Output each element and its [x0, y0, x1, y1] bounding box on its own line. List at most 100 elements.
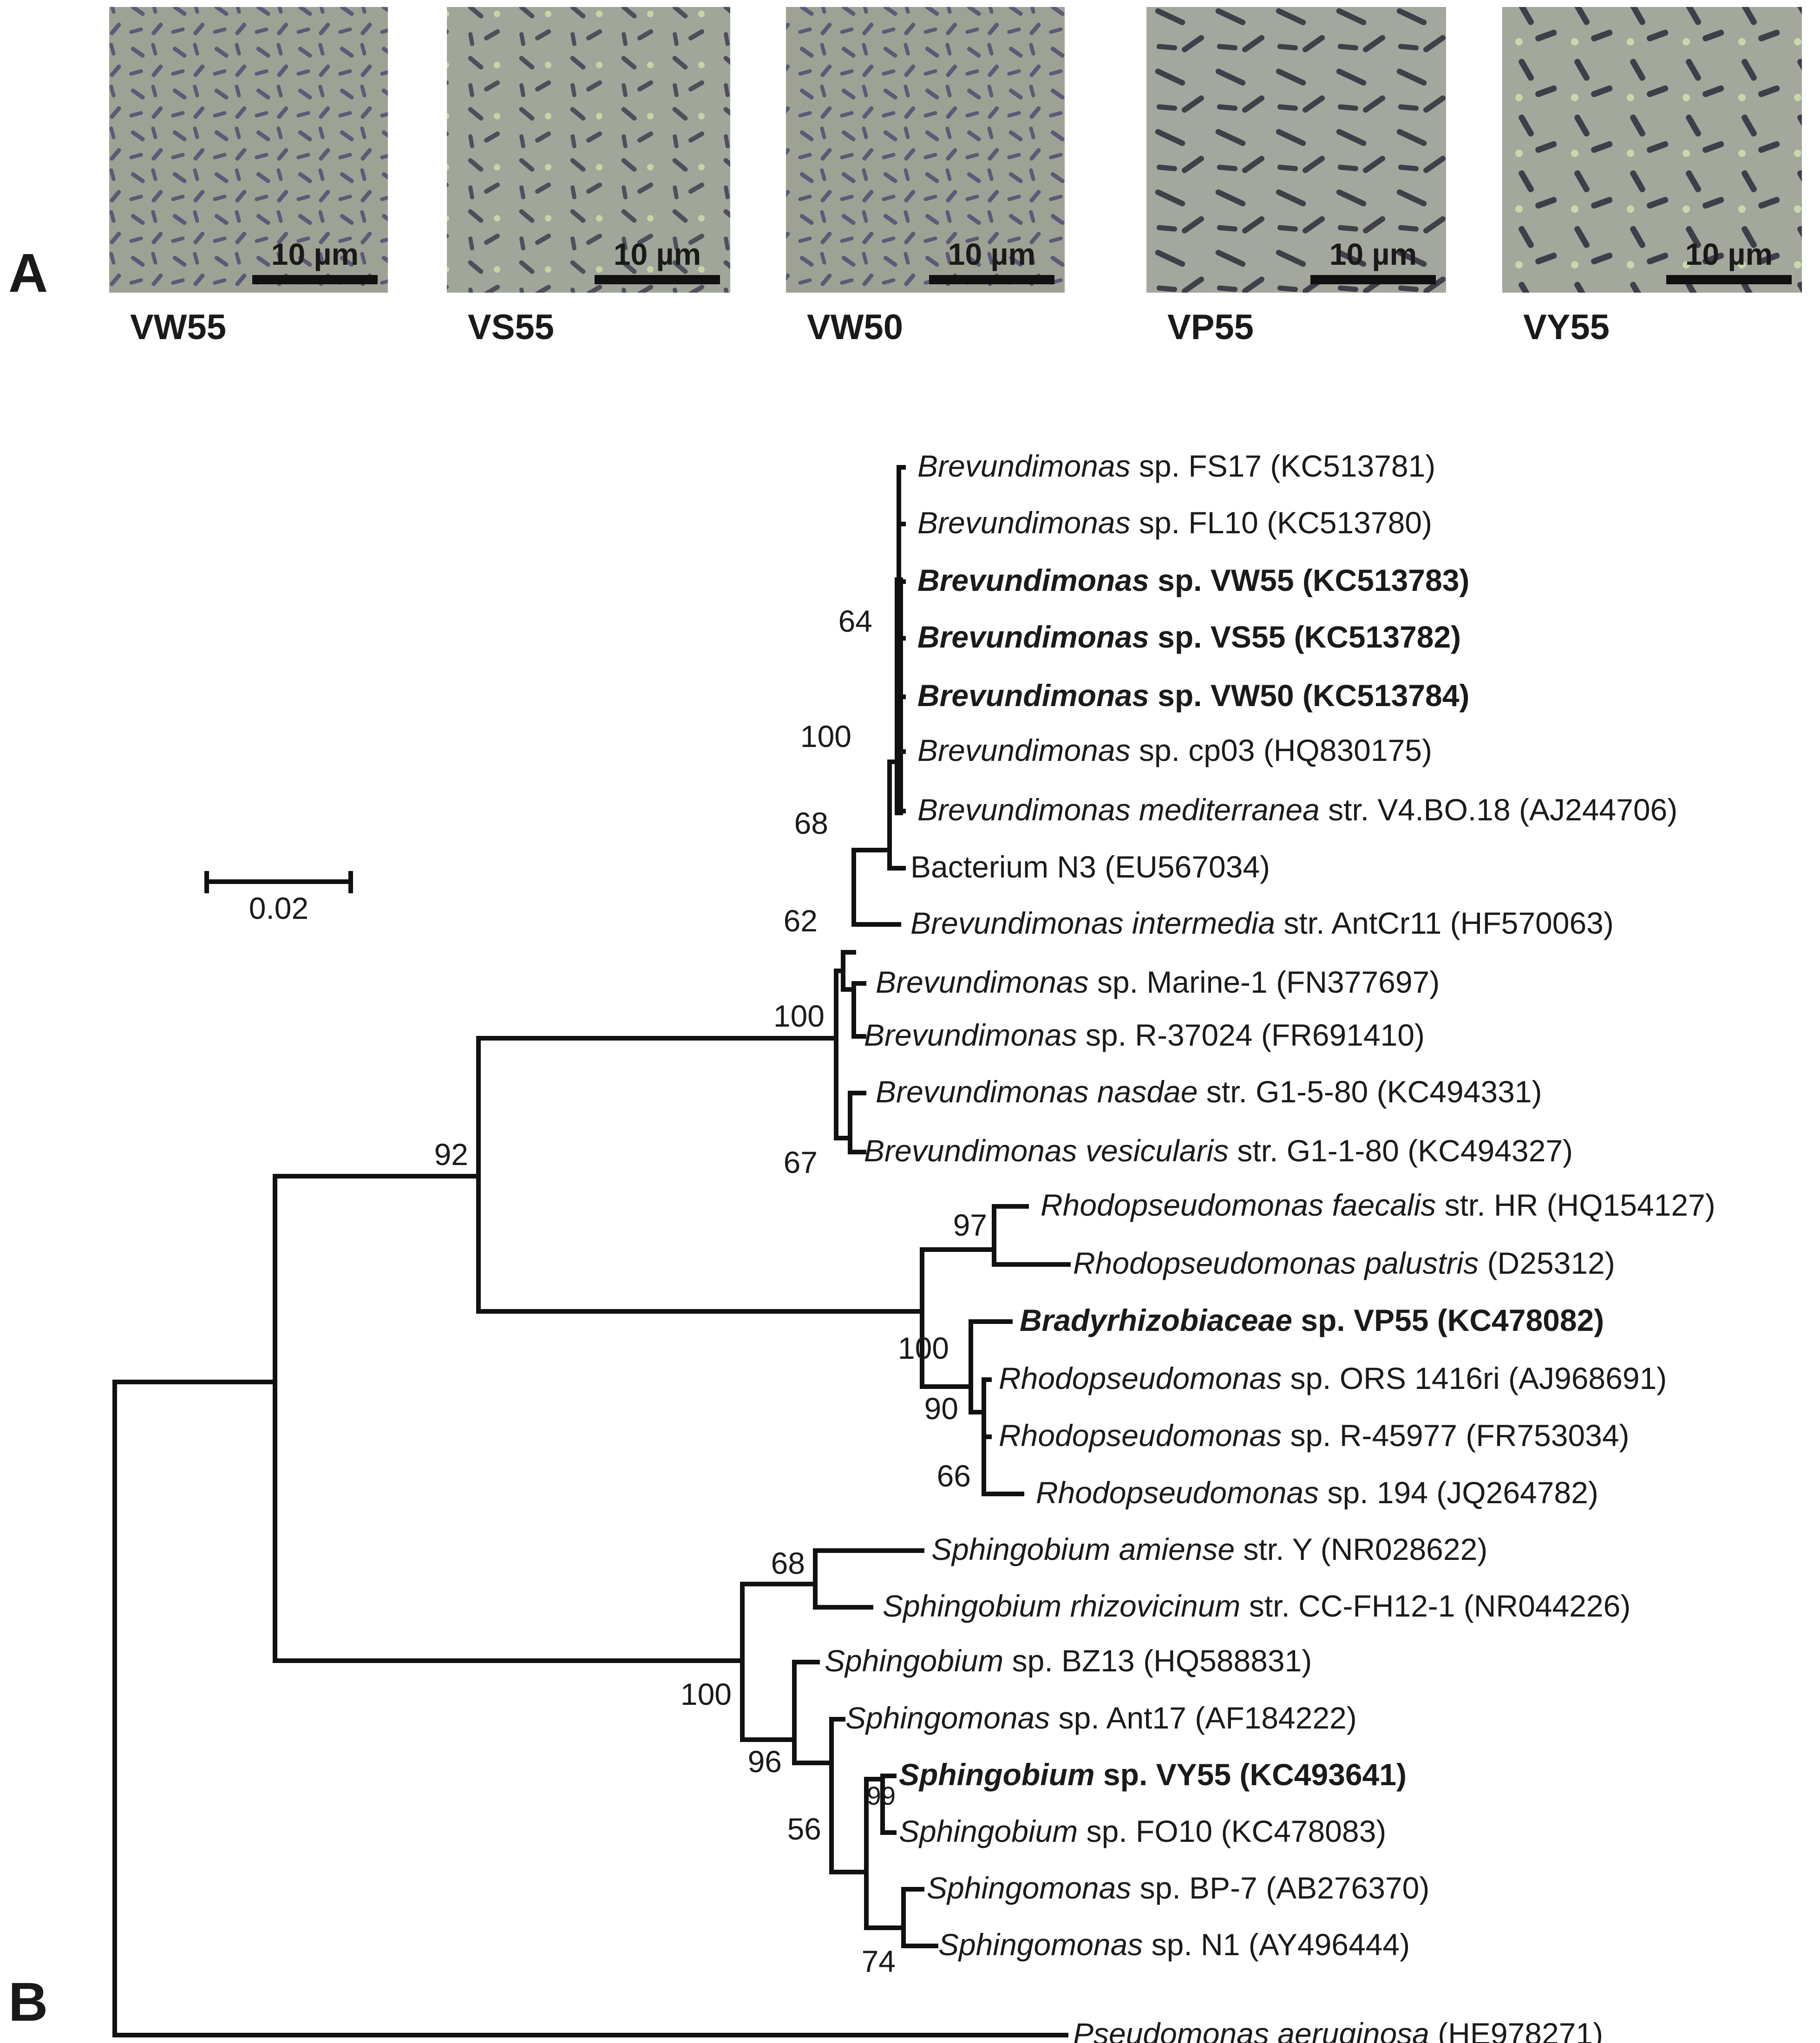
taxon-strain: str. Y (NR028622): [1235, 1532, 1487, 1566]
bootstrap-value: 100: [800, 719, 851, 753]
micrograph-scale-text: 10 µm: [271, 237, 359, 271]
micrograph-scale-text: 10 µm: [948, 237, 1035, 271]
bootstrap-value: 90: [924, 1391, 958, 1426]
tree-branches: [112, 465, 1071, 2037]
taxon-strain: str. HR (HQ154127): [1436, 1188, 1715, 1222]
bootstrap-value: 100: [773, 999, 825, 1033]
taxon-label: Brevundimonas intermedia str. AntCr11 (H…: [910, 906, 1614, 940]
taxon-strain: sp. VP55 (KC478082): [1292, 1303, 1604, 1337]
taxon-genus: Rhodopseudomonas: [1036, 1475, 1319, 1510]
taxon-label: Sphingomonas sp. Ant17 (AF184222): [845, 1701, 1357, 1735]
micrograph-label: VS55: [468, 308, 554, 347]
bootstrap-value: 92: [434, 1137, 468, 1172]
taxon-strain: sp. FO10 (KC478083): [1078, 1814, 1386, 1848]
scale-value: 0.02: [249, 891, 308, 925]
taxon-genus: Sphingobium: [825, 1644, 1003, 1678]
micrograph-label: VP55: [1167, 308, 1254, 347]
micrograph-image: [447, 7, 730, 293]
taxon-genus: Brevundimonas: [917, 563, 1149, 597]
bootstrap-value: 74: [862, 1944, 896, 1978]
taxon-label: Sphingobium rhizovicinum str. CC-FH12-1 …: [883, 1589, 1630, 1623]
taxon-label: Rhodopseudomonas palustris (D25312): [1073, 1246, 1615, 1280]
bootstrap-value: 66: [937, 1459, 971, 1493]
taxon-strain: sp. BZ13 (HQ588831): [1003, 1644, 1312, 1678]
micrograph-image: [1146, 7, 1446, 293]
taxon-strain: sp. FL10 (KC513780): [1131, 505, 1432, 540]
bootstrap-value: 56: [787, 1812, 821, 1846]
taxon-label: Bradyrhizobiaceae sp. VP55 (KC478082): [1020, 1303, 1604, 1337]
taxon-genus: Sphingobium rhizovicinum: [883, 1589, 1240, 1623]
taxon-genus: Brevundimonas mediterranea: [917, 792, 1320, 827]
taxon-genus: Brevundimonas: [917, 620, 1149, 654]
taxon-genus: Sphingobium: [899, 1814, 1078, 1848]
micrograph-scale-bar: [252, 275, 378, 284]
taxon-genus: Brevundimonas: [917, 449, 1131, 483]
taxon-label: Brevundimonas sp. cp03 (HQ830175): [917, 733, 1432, 767]
taxon-label: Sphingobium sp. VY55 (KC493641): [899, 1757, 1407, 1792]
taxon-genus: Rhodopseudomonas: [999, 1361, 1282, 1395]
taxon-label: Brevundimonas sp. VW55 (KC513783): [917, 563, 1469, 597]
micrograph-image: [786, 7, 1065, 293]
taxon-strain: sp. BP-7 (AB276370): [1131, 1871, 1429, 1905]
micrograph-label: VW55: [130, 308, 226, 347]
micrograph-scale-text: 10 µm: [1685, 237, 1773, 271]
taxon-strain: sp. Marine-1 (FN377697): [1089, 965, 1440, 999]
taxon-label: Sphingomonas sp. N1 (AY496444): [938, 1927, 1410, 1962]
panel-b-letter: B: [8, 1971, 48, 2033]
taxon-strain: sp. Ant17 (AF184222): [1050, 1701, 1356, 1735]
taxon-strain: sp. R-45977 (FR753034): [1282, 1418, 1629, 1453]
taxon-genus: Bradyrhizobiaceae: [1020, 1303, 1292, 1337]
taxon-genus: Brevundimonas: [917, 678, 1149, 713]
taxon-strain: str. G1-5-80 (KC494331): [1198, 1074, 1542, 1109]
bootstrap-value: 62: [784, 904, 818, 938]
taxon-label: Brevundimonas sp. FL10 (KC513780): [917, 505, 1432, 540]
micrograph-scale-bar: [929, 275, 1054, 284]
micrograph-vw50: 10 µm VW50: [786, 7, 1065, 347]
taxon-strain: Bacterium N3 (EU567034): [910, 850, 1270, 884]
taxon-genus: Sphingomonas: [845, 1701, 1050, 1735]
taxon-genus: Sphingomonas: [927, 1871, 1131, 1905]
panel-a-letter: A: [8, 242, 48, 304]
micrograph-scale-bar: [595, 275, 720, 284]
taxon-genus: Brevundimonas: [876, 965, 1089, 999]
bootstrap-value: 96: [748, 1744, 782, 1779]
taxon-genus: Rhodopseudomonas: [999, 1418, 1282, 1453]
panel-b: Brevundimonas sp. FS17 (KC513781)Brevund…: [8, 449, 1715, 2043]
taxon-genus: Sphingobium: [899, 1757, 1095, 1792]
bootstrap-values: 64 100 68 62 100 67 92 97 100 90 66 68 100 96 99 56 74: [434, 604, 987, 1978]
taxon-label: Pseudomonas aeruginosa (HE978271): [1073, 2017, 1603, 2043]
taxon-genus: Pseudomonas aeruginosa: [1073, 2017, 1429, 2043]
taxon-label: Rhodopseudomonas faecalis str. HR (HQ154…: [1041, 1188, 1715, 1222]
taxon-label: Sphingobium sp. FO10 (KC478083): [899, 1814, 1386, 1848]
taxon-label: Brevundimonas mediterranea str. V4.BO.18…: [917, 792, 1677, 827]
distance-scale-bar: 0.02: [204, 871, 353, 925]
taxon-label: Sphingobium sp. BZ13 (HQ588831): [825, 1644, 1312, 1678]
taxon-strain: sp. VS55 (KC513782): [1149, 620, 1461, 654]
taxon-strain: (D25312): [1479, 1246, 1615, 1280]
taxon-label: Brevundimonas sp. VS55 (KC513782): [917, 620, 1461, 654]
micrograph-image: [109, 7, 388, 293]
micrograph-vw55: 10 µm VW55: [109, 7, 388, 347]
micrograph-vy55: 10 µm VY55: [1502, 7, 1802, 347]
micrograph-scale-text: 10 µm: [614, 237, 701, 271]
taxon-label: Rhodopseudomonas sp. R-45977 (FR753034): [999, 1418, 1630, 1453]
taxon-genus: Brevundimonas: [917, 505, 1131, 540]
micrograph-scale-bar: [1666, 275, 1792, 284]
bootstrap-value: 68: [771, 1546, 805, 1580]
taxon-strain: str. V4.BO.18 (AJ244706): [1320, 792, 1677, 827]
bootstrap-value: 67: [784, 1145, 818, 1179]
taxon-label: Sphingomonas sp. BP-7 (AB276370): [927, 1871, 1429, 1905]
taxon-strain: (HE978271): [1429, 2017, 1603, 2043]
bootstrap-value: 99: [867, 1781, 896, 1810]
taxon-strain: str. CC-FH12-1 (NR044226): [1240, 1589, 1630, 1623]
micrograph-scale-bar: [1310, 275, 1436, 284]
taxon-labels: Brevundimonas sp. FS17 (KC513781)Brevund…: [825, 449, 1715, 2043]
bootstrap-value: 64: [838, 604, 872, 638]
bootstrap-value: 97: [953, 1208, 987, 1242]
taxon-label: Rhodopseudomonas sp. 194 (JQ264782): [1036, 1475, 1598, 1510]
taxon-genus: Sphingomonas: [938, 1927, 1143, 1962]
micrograph-image: [1502, 7, 1802, 293]
taxon-label: Brevundimonas sp. VW50 (KC513784): [917, 678, 1469, 713]
taxon-label: Brevundimonas sp. FS17 (KC513781): [917, 449, 1435, 483]
